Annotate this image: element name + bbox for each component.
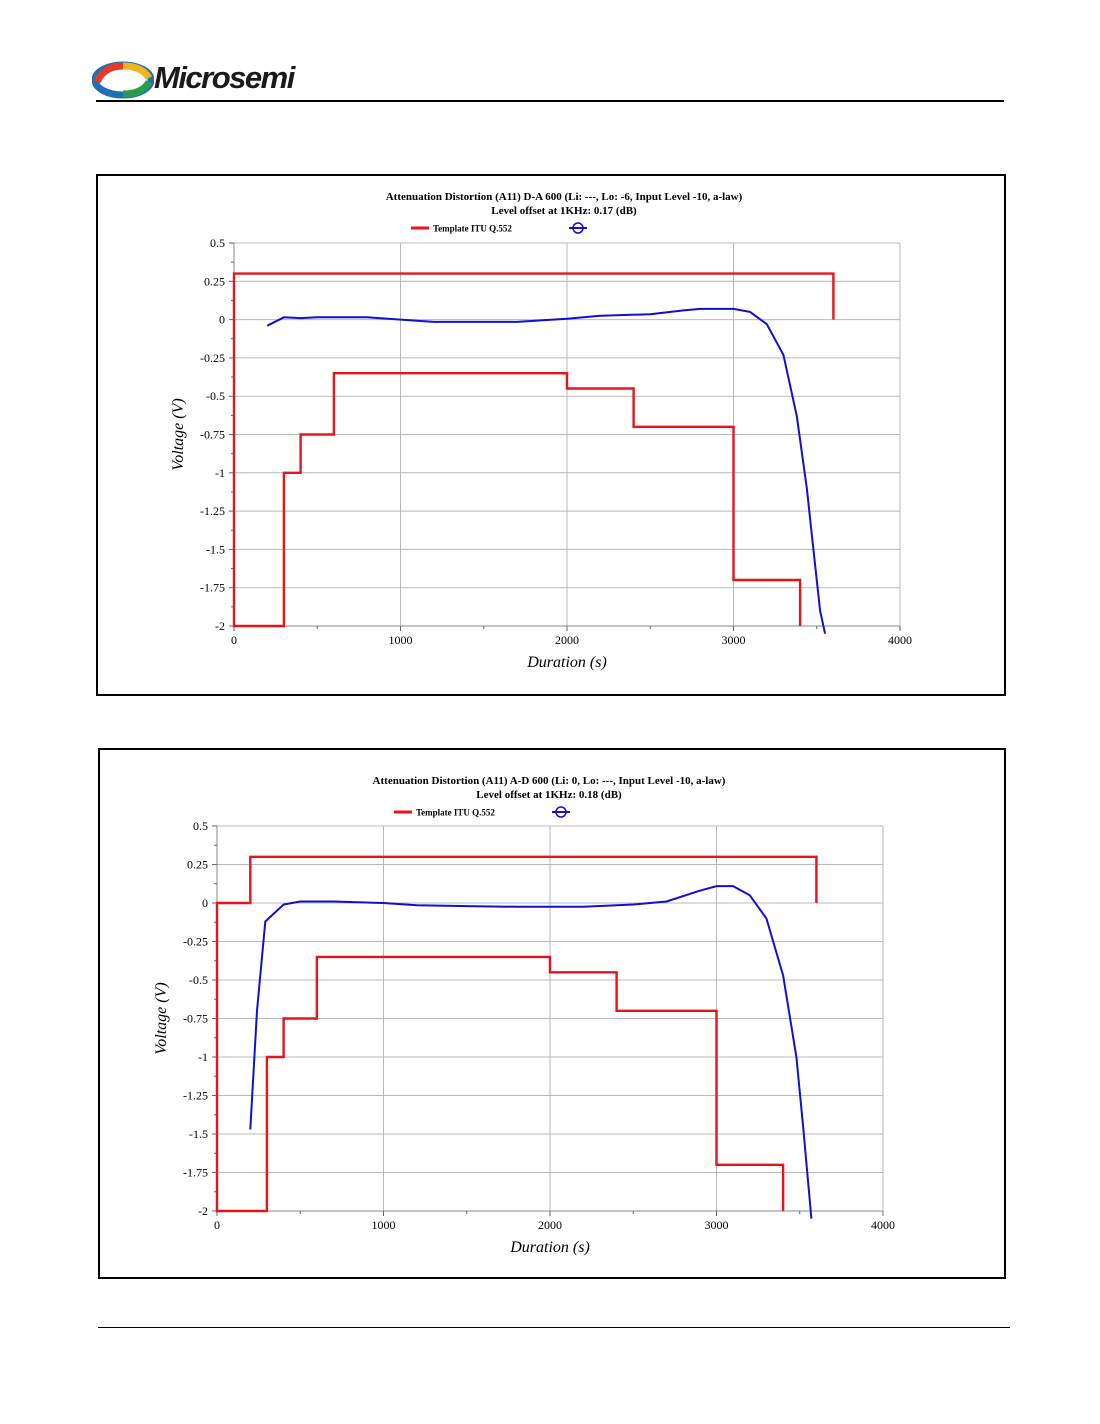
y-tick-label: -1.75 <box>200 581 225 595</box>
y-tick-label: -0.75 <box>183 1012 208 1026</box>
y-tick-label: -1.5 <box>189 1127 208 1141</box>
chart-title: Attenuation Distortion (A11) D-A 600 (Li… <box>386 191 743 203</box>
y-tick-label: -1.25 <box>200 504 225 518</box>
template-line <box>232 272 835 628</box>
chart-frame-ad: Attenuation Distortion (A11) A-D 600 (Li… <box>98 748 1006 1279</box>
x-tick-label: 3000 <box>722 633 746 647</box>
header-divider <box>96 100 1004 102</box>
legend-label-template: Template ITU Q.552 <box>416 808 495 818</box>
y-tick-label: -1 <box>215 466 225 480</box>
legend-marker-measured <box>555 806 567 818</box>
chart-subtitle: Level offset at 1KHz: 0.18 (dB) <box>476 789 622 801</box>
template-line <box>215 855 818 1213</box>
chart-legend: Template ITU Q.552 <box>411 222 587 234</box>
y-tick-label: 0 <box>219 313 225 327</box>
y-tick-label: -0.25 <box>183 935 208 949</box>
y-tick-label: 0.25 <box>187 858 208 872</box>
x-tick-label: 2000 <box>538 1218 562 1232</box>
chart-title: Attenuation Distortion (A11) A-D 600 (Li… <box>373 775 726 787</box>
footer-divider <box>98 1327 1010 1328</box>
x-tick-label: 0 <box>231 633 237 647</box>
y-tick-label: -0.5 <box>189 973 208 987</box>
page-header: Microsemi <box>92 58 1004 102</box>
y-tick-label: 0.5 <box>210 236 225 250</box>
y-tick-label: 0 <box>202 896 208 910</box>
microsemi-logo-icon <box>92 61 154 99</box>
chart-legend: Template ITU Q.552 <box>394 806 570 818</box>
legend-label-template: Template ITU Q.552 <box>433 224 512 234</box>
brand-name: Microsemi <box>154 60 295 95</box>
measured-line <box>249 885 813 1219</box>
x-tick-label: 2000 <box>555 633 579 647</box>
y-tick-label: -0.75 <box>200 428 225 442</box>
y-tick-label: -2 <box>198 1204 208 1218</box>
y-tick-label: -1.5 <box>206 542 225 556</box>
y-tick-label: -1 <box>198 1050 208 1064</box>
y-tick-label: -0.5 <box>206 389 225 403</box>
y-axis-label: Voltage (V) <box>170 398 187 470</box>
y-axis-label: Voltage (V) <box>153 982 170 1054</box>
chart-subtitle: Level offset at 1KHz: 0.17 (dB) <box>491 205 637 217</box>
y-tick-label: -2 <box>215 619 225 633</box>
y-tick-label: 0.25 <box>204 274 225 288</box>
legend-marker-measured <box>572 222 584 234</box>
y-tick-label: -1.75 <box>183 1166 208 1180</box>
chart-frame-da: Attenuation Distortion (A11) D-A 600 (Li… <box>96 174 1006 696</box>
x-axis-label: Duration (s) <box>526 654 607 671</box>
y-tick-label: -0.25 <box>200 351 225 365</box>
y-tick-label: 0.5 <box>193 819 208 833</box>
chart-ad-600: Attenuation Distortion (A11) A-D 600 (Li… <box>153 775 895 1256</box>
x-tick-label: 1000 <box>372 1218 396 1232</box>
chart-da-600: Attenuation Distortion (A11) D-A 600 (Li… <box>170 191 912 671</box>
measured-line <box>266 307 827 634</box>
x-tick-label: 0 <box>214 1218 220 1232</box>
x-tick-label: 4000 <box>871 1218 895 1232</box>
x-tick-label: 1000 <box>389 633 413 647</box>
x-tick-label: 3000 <box>705 1218 729 1232</box>
x-tick-label: 4000 <box>888 633 912 647</box>
y-tick-label: -1.25 <box>183 1089 208 1103</box>
x-axis-label: Duration (s) <box>509 1239 590 1256</box>
